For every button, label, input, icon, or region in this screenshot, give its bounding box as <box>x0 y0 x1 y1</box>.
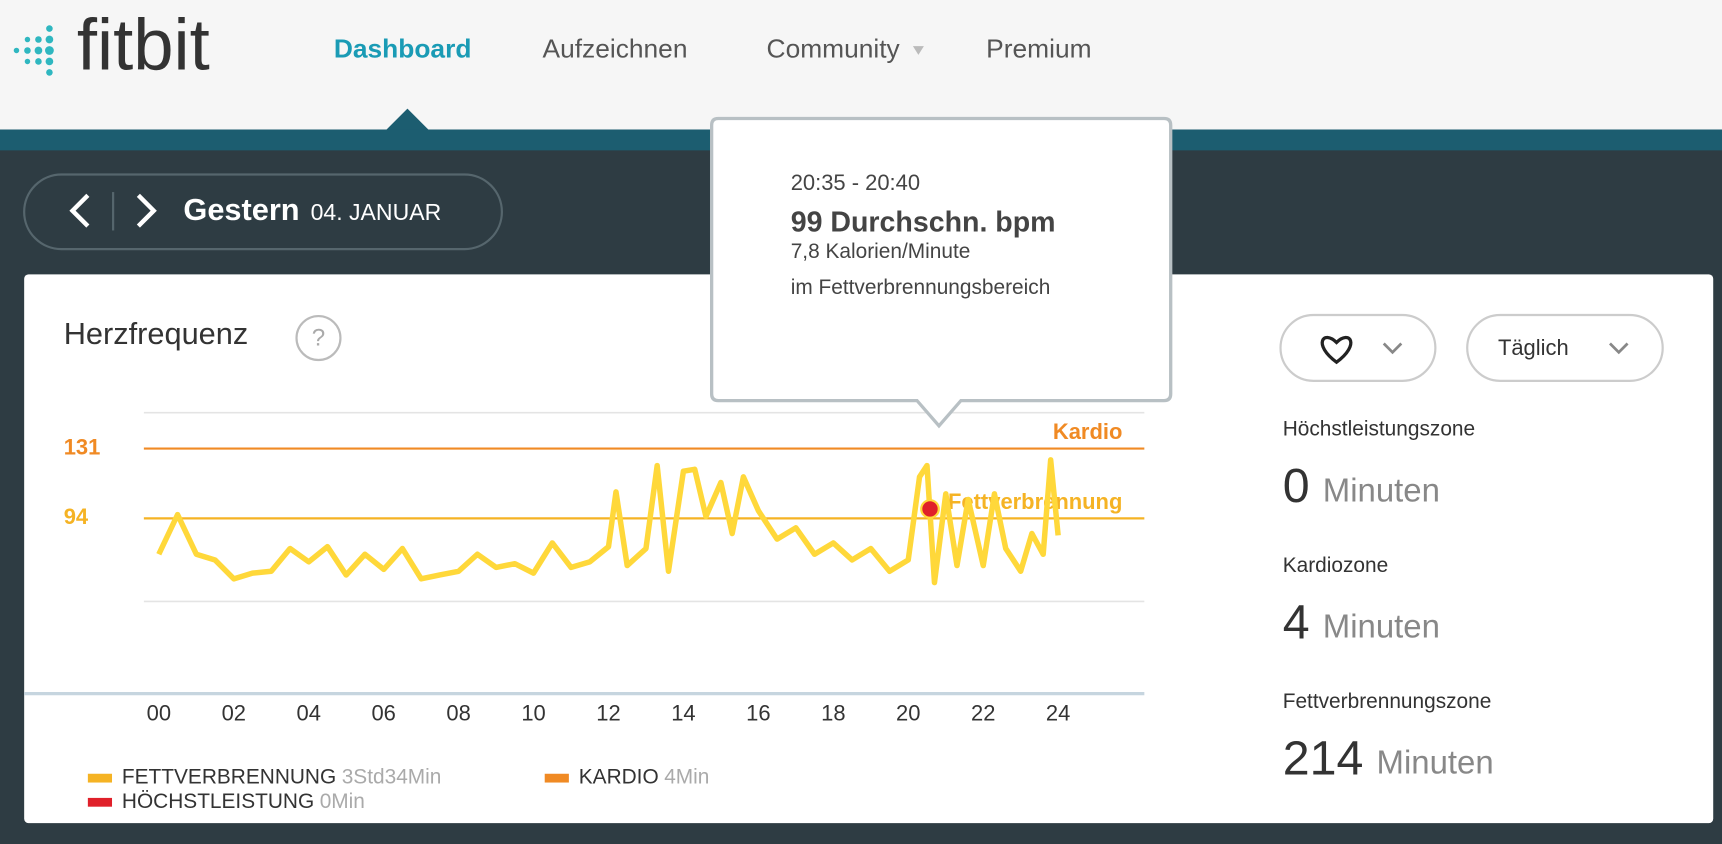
legend-name: KARDIO <box>579 766 659 789</box>
zone-label: Kardio <box>1053 419 1123 444</box>
x-tick-label: 08 <box>446 700 470 725</box>
tooltip-bpm: 99 Durchschn. bpm <box>791 206 1056 238</box>
nav-item[interactable]: Dashboard <box>334 33 472 63</box>
nav-dropdown-arrow <box>912 46 924 55</box>
active-indicator <box>386 108 429 130</box>
prev-button[interactable] <box>69 193 90 228</box>
stat-unit: Minuten <box>1323 608 1440 645</box>
tooltip-calories: 7,8 Kalorien/Minute <box>791 240 971 263</box>
stat-unit: Minuten <box>1377 744 1494 781</box>
legend-swatch <box>544 773 569 783</box>
legend-time: 3Std34Min <box>342 766 442 789</box>
legend-swatch <box>87 773 113 783</box>
next-button[interactable] <box>136 193 157 228</box>
date-day: Gestern <box>183 192 299 227</box>
legend-time: 4Min <box>664 766 709 789</box>
legend-name: HÖCHSTLEISTUNG <box>122 790 314 813</box>
x-tick-label: 20 <box>896 700 920 725</box>
legend-time: 0Min <box>320 790 365 813</box>
stat-label: Kardiozone <box>1283 554 1388 577</box>
nav-bar <box>0 0 1722 130</box>
stat-unit: Minuten <box>1323 472 1440 509</box>
heart-rate-line <box>156 457 1061 586</box>
x-tick-label: 02 <box>222 700 246 725</box>
tooltip-box <box>709 116 1173 429</box>
help-text: ? <box>312 325 325 352</box>
stat-value: 214 <box>1283 731 1364 785</box>
metric-dropdown[interactable] <box>1279 313 1437 382</box>
zone-label: Fettverbrennung <box>948 489 1122 514</box>
legend-swatch <box>87 797 113 807</box>
x-tick-label: 00 <box>147 700 171 725</box>
legend-name: FETTVERBRENNUNG <box>122 766 336 789</box>
stat-label: Höchstleistungszone <box>1283 418 1475 441</box>
highlight-point[interactable] <box>920 499 940 519</box>
x-tick-label: 18 <box>821 700 845 725</box>
y-tick-label: 131 <box>64 434 101 459</box>
tooltip-time: 20:35 - 20:40 <box>791 170 920 195</box>
nav-item[interactable]: Community <box>767 33 901 63</box>
stat-label: Fettverbrennungszone <box>1283 690 1492 713</box>
panel-title: Herzfrequenz <box>64 316 249 351</box>
chevron <box>1609 342 1629 355</box>
date-pill <box>23 173 503 251</box>
stat-value: 0 <box>1283 459 1310 513</box>
logo[interactable]: fitbit <box>77 5 210 86</box>
x-tick-label: 06 <box>371 700 395 725</box>
x-tick-label: 14 <box>671 700 695 725</box>
period-label: Täglich <box>1498 335 1569 360</box>
tooltip-zone: im Fettverbrennungsbereich <box>791 276 1051 299</box>
tooltip: 20:35 - 20:40 99 Durchschn. bpm 7,8 Kalo… <box>709 116 1173 429</box>
chevron <box>1382 342 1403 355</box>
x-tick-label: 04 <box>297 700 321 725</box>
logo-dots <box>13 25 54 76</box>
chart: 94 Fettverbrennung 131 Kardio 00 02 04 06 08 10 12… <box>24 411 1145 725</box>
help-icon[interactable] <box>295 314 342 362</box>
nav-item[interactable]: Aufzeichnen <box>543 33 688 63</box>
nav-item[interactable]: Premium <box>986 33 1091 63</box>
x-tick-label: 16 <box>746 700 770 725</box>
stat-value: 4 <box>1283 595 1310 649</box>
x-tick-label: 12 <box>596 700 620 725</box>
heart-icon <box>1320 335 1353 365</box>
y-tick-label: 94 <box>64 504 89 529</box>
period-dropdown[interactable] <box>1466 313 1664 382</box>
date-text: 04. JANUAR <box>311 199 442 225</box>
x-tick-label: 24 <box>1046 700 1070 725</box>
x-tick-label: 22 <box>971 700 995 725</box>
x-tick-label: 10 <box>521 700 545 725</box>
